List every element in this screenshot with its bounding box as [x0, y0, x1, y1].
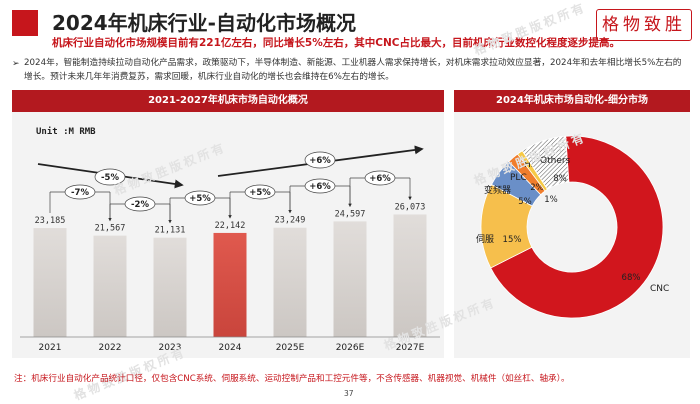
page-subtitle: 机床行业自动化市场规模目前有221亿左右，同比增长5%左右，其中CNC占比最大，…	[52, 37, 620, 49]
bar-2025E	[273, 227, 307, 337]
bar-value-label: 23,185	[35, 216, 66, 226]
title-accent-square	[12, 10, 38, 36]
growth-annotation: -2%	[109, 196, 172, 224]
bar-value-label: 26,073	[395, 202, 426, 212]
bar-value-label: 23,249	[275, 216, 306, 226]
growth-label: +5%	[249, 188, 271, 198]
bar-2026E	[333, 221, 367, 337]
bar-2021	[33, 228, 67, 337]
bar-2023	[153, 237, 187, 337]
bar-value-label: 22,142	[215, 221, 246, 231]
footnote: 注：机床行业自动化产品统计口径，仅包含CNC系统、伺服系统、运动控制产品和工控元…	[14, 374, 570, 384]
pie-category-label: PLC	[510, 173, 527, 183]
pie-percent-label: 2%	[530, 183, 544, 193]
x-tick-label: 2022	[99, 343, 122, 353]
growth-label: -7%	[71, 188, 89, 198]
pie-category-label: 变频器	[484, 184, 511, 196]
bar-2024	[213, 232, 247, 337]
x-tick-label: 2027E	[396, 343, 425, 353]
page-title: 2024年机床行业-自动化市场概况	[52, 11, 356, 35]
bar-chart-title: 2021-2027年机床市场自动化概况	[12, 90, 444, 112]
page-number: 37	[344, 389, 354, 398]
growth-label: -2%	[131, 200, 149, 210]
pie-percent-label: 1%	[544, 195, 558, 205]
trend-annotation: +6%	[217, 145, 424, 177]
trend-label: +6%	[309, 156, 331, 166]
pie-percent-label: 5%	[518, 197, 532, 207]
trend-annotation: -5%	[37, 163, 184, 189]
pie-category-label: 伺服	[476, 233, 494, 245]
unit-label: Unit :M RMB	[36, 127, 96, 137]
growth-annotation: +6%	[289, 178, 352, 213]
bar-value-label: 21,567	[95, 224, 126, 234]
growth-label: +6%	[309, 182, 331, 192]
bar-2027E	[393, 214, 427, 337]
growth-label: +5%	[189, 194, 211, 204]
growth-label: +6%	[369, 174, 391, 184]
pie-percent-label: 68%	[622, 273, 641, 283]
growth-annotation: +5%	[169, 190, 232, 223]
pie-category-label: Others	[540, 156, 571, 166]
growth-annotation: +5%	[229, 184, 292, 218]
x-tick-label: 2023	[159, 343, 182, 353]
pie-percent-label: 8%	[553, 174, 567, 184]
growth-annotation: -7%	[49, 184, 112, 222]
bar-value-label: 21,131	[155, 226, 186, 236]
x-tick-label: 2021	[39, 343, 62, 353]
pie-chart-title: 2024年机床市场自动化-细分市场	[454, 90, 690, 112]
pie-percent-label: 15%	[503, 235, 522, 245]
x-tick-label: 2024	[219, 343, 242, 353]
bullet-icon: ➢	[12, 59, 20, 69]
bar-value-label: 24,597	[335, 209, 366, 219]
pie-slice-CNC	[490, 135, 664, 319]
description-text: 2024年，智能制造持续拉动自动化产品需求，政策驱动下，半导体制造、新能源、工业…	[24, 58, 682, 82]
x-tick-label: 2026E	[336, 343, 365, 353]
growth-annotation: +6%	[349, 170, 412, 207]
pie-slice-Others	[521, 135, 570, 190]
trend-label: -5%	[101, 173, 119, 183]
bar-2022	[93, 235, 127, 337]
brand-logo: 格物致胜	[596, 9, 692, 41]
x-tick-label: 2025E	[276, 343, 305, 353]
pie-category-label: CNC	[650, 284, 669, 294]
